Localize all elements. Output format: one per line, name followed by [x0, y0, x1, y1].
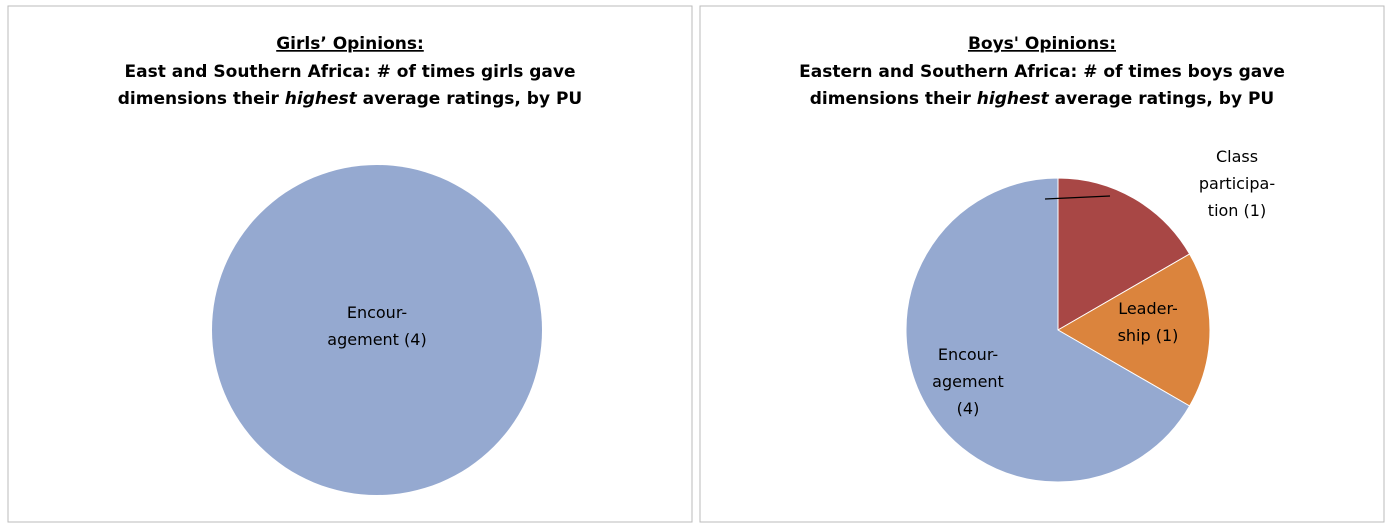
data-label: Encour-: [938, 345, 998, 364]
chart-subtitle: dimensions their highest average ratings…: [118, 89, 582, 109]
chart-subtitle: Eastern and Southern Africa: # of times …: [799, 62, 1285, 82]
subtitle-part: highest: [977, 89, 1050, 109]
data-label: Class: [1216, 147, 1258, 166]
chart-subtitle: dimensions their highest average ratings…: [810, 89, 1274, 109]
data-label: agement: [932, 372, 1004, 391]
pie-slice: [1057, 177, 1191, 331]
chart-title: Boys' Opinions:: [968, 34, 1116, 54]
subtitle-part: dimensions their: [118, 89, 285, 109]
pie-slice: [212, 165, 542, 495]
data-label: (4): [957, 399, 980, 418]
data-label: agement (4): [327, 330, 426, 349]
chart-title: Girls’ Opinions:: [276, 34, 424, 54]
panel: [7, 5, 693, 523]
subtitle-part: dimensions their: [810, 89, 977, 109]
leader-line: [1044, 195, 1111, 200]
data-label: tion (1): [1208, 201, 1266, 220]
subtitle-part: average ratings, by PU: [1049, 89, 1274, 109]
subtitle-part: average ratings, by PU: [357, 89, 582, 109]
data-label: ship (1): [1118, 326, 1179, 345]
chart-subtitle: East and Southern Africa: # of times gir…: [124, 62, 575, 82]
data-label: Encour-: [347, 303, 407, 322]
panel: [699, 5, 1385, 523]
data-label: Leader-: [1118, 299, 1178, 318]
data-label: participa-: [1199, 174, 1275, 193]
pie-slice: [1056, 253, 1211, 407]
subtitle-part: highest: [285, 89, 358, 109]
pie-slice: [905, 177, 1191, 483]
